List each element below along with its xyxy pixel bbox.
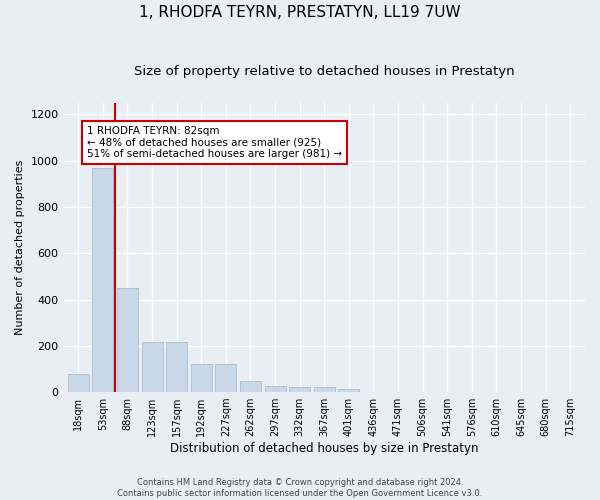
Bar <box>265 386 286 392</box>
Bar <box>142 342 163 392</box>
Y-axis label: Number of detached properties: Number of detached properties <box>15 160 25 335</box>
Bar <box>166 342 187 392</box>
Text: 1, RHODFA TEYRN, PRESTATYN, LL19 7UW: 1, RHODFA TEYRN, PRESTATYN, LL19 7UW <box>139 5 461 20</box>
Bar <box>68 374 89 392</box>
Title: Size of property relative to detached houses in Prestatyn: Size of property relative to detached ho… <box>134 65 515 78</box>
Bar <box>289 387 310 392</box>
Bar <box>338 390 359 392</box>
Bar <box>215 364 236 392</box>
Bar <box>92 168 113 392</box>
Bar <box>191 364 212 392</box>
Bar <box>314 388 335 392</box>
Text: Contains HM Land Registry data © Crown copyright and database right 2024.
Contai: Contains HM Land Registry data © Crown c… <box>118 478 482 498</box>
Bar <box>240 381 261 392</box>
Text: 1 RHODFA TEYRN: 82sqm
← 48% of detached houses are smaller (925)
51% of semi-det: 1 RHODFA TEYRN: 82sqm ← 48% of detached … <box>87 126 342 159</box>
Bar <box>117 288 138 392</box>
X-axis label: Distribution of detached houses by size in Prestatyn: Distribution of detached houses by size … <box>170 442 479 455</box>
